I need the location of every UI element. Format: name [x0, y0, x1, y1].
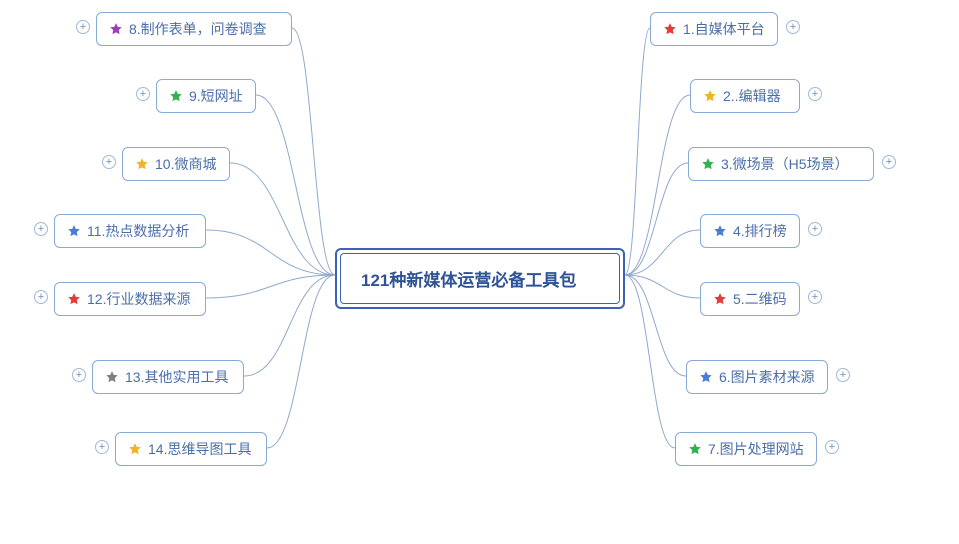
center-node[interactable]: 121种新媒体运营必备工具包 [335, 248, 625, 309]
node-label: 13.其他实用工具 [125, 367, 228, 387]
expand-icon[interactable]: + [72, 368, 86, 382]
expand-icon[interactable]: + [882, 155, 896, 169]
expand-icon[interactable]: + [808, 87, 822, 101]
mindmap-node-n1[interactable]: 1.自媒体平台 [650, 12, 778, 46]
mindmap-node-n10[interactable]: 10.微商城 [122, 147, 230, 181]
node-label: 4.排行榜 [733, 221, 787, 241]
star-icon [703, 89, 717, 103]
mindmap-node-n5[interactable]: 5.二维码 [700, 282, 800, 316]
node-label: 1.自媒体平台 [683, 19, 765, 39]
expand-icon[interactable]: + [786, 20, 800, 34]
node-label: 5.二维码 [733, 289, 787, 309]
node-label: 10.微商城 [155, 154, 216, 174]
expand-icon[interactable]: + [34, 222, 48, 236]
expand-icon[interactable]: + [136, 87, 150, 101]
star-icon [135, 157, 149, 171]
star-icon [663, 22, 677, 36]
mindmap-node-n14[interactable]: 14.思维导图工具 [115, 432, 267, 466]
node-label: 14.思维导图工具 [148, 439, 251, 459]
node-label: 9.短网址 [189, 86, 243, 106]
star-icon [701, 157, 715, 171]
expand-icon[interactable]: + [808, 222, 822, 236]
star-icon [169, 89, 183, 103]
expand-icon[interactable]: + [95, 440, 109, 454]
node-label: 7.图片处理网站 [708, 439, 804, 459]
mindmap-node-n6[interactable]: 6.图片素材来源 [686, 360, 828, 394]
expand-icon[interactable]: + [102, 155, 116, 169]
expand-icon[interactable]: + [825, 440, 839, 454]
node-label: 8.制作表单，问卷调查 [129, 19, 267, 39]
star-icon [67, 292, 81, 306]
node-label: 11.热点数据分析 [87, 221, 189, 241]
expand-icon[interactable]: + [808, 290, 822, 304]
expand-icon[interactable]: + [76, 20, 90, 34]
mindmap-node-n7[interactable]: 7.图片处理网站 [675, 432, 817, 466]
star-icon [67, 224, 81, 238]
center-node-label: 121种新媒体运营必备工具包 [340, 253, 620, 304]
mindmap-node-n3[interactable]: 3.微场景（H5场景） [688, 147, 874, 181]
star-icon [128, 442, 142, 456]
mindmap-node-n11[interactable]: 11.热点数据分析 [54, 214, 206, 248]
node-label: 6.图片素材来源 [719, 367, 815, 387]
star-icon [713, 292, 727, 306]
star-icon [699, 370, 713, 384]
node-label: 3.微场景（H5场景） [721, 154, 849, 174]
mindmap-node-n4[interactable]: 4.排行榜 [700, 214, 800, 248]
mindmap-node-n9[interactable]: 9.短网址 [156, 79, 256, 113]
star-icon [105, 370, 119, 384]
node-label: 2..编辑器 [723, 86, 781, 106]
node-label: 12.行业数据来源 [87, 289, 190, 309]
star-icon [109, 22, 123, 36]
mindmap-node-n12[interactable]: 12.行业数据来源 [54, 282, 206, 316]
mindmap-node-n13[interactable]: 13.其他实用工具 [92, 360, 244, 394]
mindmap-node-n2[interactable]: 2..编辑器 [690, 79, 800, 113]
expand-icon[interactable]: + [34, 290, 48, 304]
star-icon [688, 442, 702, 456]
star-icon [713, 224, 727, 238]
mindmap-node-n8[interactable]: 8.制作表单，问卷调查 [96, 12, 292, 46]
expand-icon[interactable]: + [836, 368, 850, 382]
